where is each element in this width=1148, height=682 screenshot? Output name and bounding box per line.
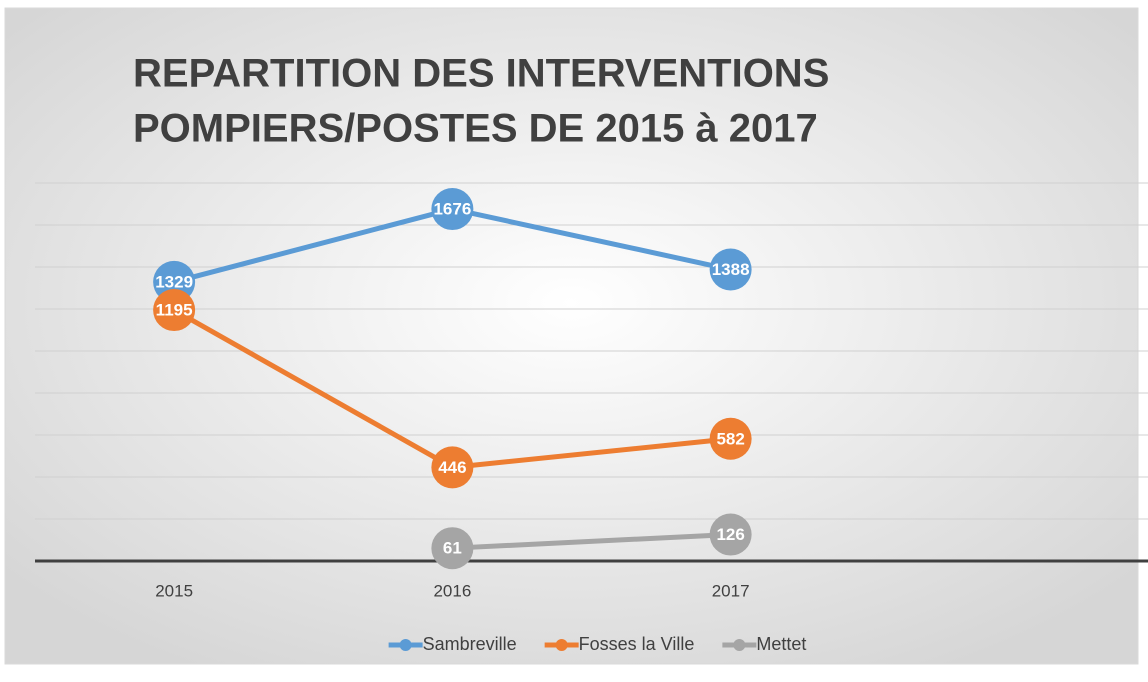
data-label: 582 <box>716 429 744 448</box>
legend-marker <box>733 639 746 651</box>
x-tick-label: 2015 <box>155 581 193 600</box>
x-tick-label: 2016 <box>433 581 471 600</box>
data-label: 1388 <box>712 260 750 279</box>
legend-label: Fosses la Ville <box>579 634 695 654</box>
data-label: 1195 <box>156 301 193 320</box>
data-label: 126 <box>716 525 744 544</box>
data-point <box>709 417 752 460</box>
legend-marker <box>555 639 568 651</box>
data-point <box>709 248 752 291</box>
legend-label: Mettet <box>756 634 806 654</box>
data-point <box>709 513 752 556</box>
data-label: 1329 <box>155 272 193 291</box>
legend-label: Sambreville <box>423 634 517 654</box>
data-label: 1676 <box>433 200 471 219</box>
data-point <box>431 527 474 570</box>
series-line <box>452 532 731 551</box>
data-label: 61 <box>443 539 462 558</box>
data-point <box>431 188 474 231</box>
legend-marker <box>399 639 412 651</box>
data-point <box>153 289 196 332</box>
data-point <box>431 446 474 489</box>
data-label: 446 <box>438 458 466 477</box>
chart-background <box>4 7 1139 665</box>
chart-title: POMPIERS/POSTES DE 2015 à 2017 <box>133 107 818 151</box>
chart-title: REPARTITION DES INTERVENTIONS <box>133 52 829 96</box>
x-tick-label: 2017 <box>712 581 750 600</box>
